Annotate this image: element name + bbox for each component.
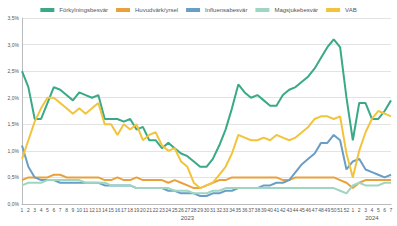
svg-text:4: 4 <box>40 207 43 213</box>
svg-text:Influensabesvär: Influensabesvär <box>205 7 247 13</box>
svg-text:34: 34 <box>229 207 235 213</box>
svg-text:15: 15 <box>108 207 114 213</box>
svg-text:3: 3 <box>33 207 36 213</box>
svg-text:29: 29 <box>197 207 203 213</box>
svg-text:2,5%: 2,5% <box>8 68 20 74</box>
svg-text:40: 40 <box>267 207 273 213</box>
svg-text:37: 37 <box>248 207 254 213</box>
svg-text:24: 24 <box>166 207 172 213</box>
svg-text:30: 30 <box>204 207 210 213</box>
svg-text:18: 18 <box>127 207 133 213</box>
svg-text:1: 1 <box>351 207 354 213</box>
svg-text:0,5%: 0,5% <box>8 174 20 180</box>
svg-text:32: 32 <box>216 207 222 213</box>
svg-text:17: 17 <box>121 207 127 213</box>
svg-text:10: 10 <box>76 207 82 213</box>
svg-text:5: 5 <box>46 207 49 213</box>
svg-text:11: 11 <box>83 207 88 213</box>
svg-text:1,0%: 1,0% <box>8 148 20 154</box>
svg-text:38: 38 <box>255 207 261 213</box>
svg-text:44: 44 <box>293 207 299 213</box>
svg-text:Magsjukebesvär: Magsjukebesvär <box>274 7 318 13</box>
svg-text:VAB: VAB <box>345 7 357 13</box>
svg-text:7: 7 <box>390 207 393 213</box>
svg-text:27: 27 <box>185 207 191 213</box>
svg-text:20: 20 <box>140 207 146 213</box>
svg-text:7: 7 <box>59 207 62 213</box>
svg-text:16: 16 <box>115 207 121 213</box>
svg-text:9: 9 <box>72 207 75 213</box>
svg-text:1: 1 <box>21 207 24 213</box>
svg-text:39: 39 <box>261 207 267 213</box>
svg-text:3,5%: 3,5% <box>8 15 20 21</box>
svg-text:3,0%: 3,0% <box>8 42 20 48</box>
svg-text:33: 33 <box>223 207 229 213</box>
svg-text:23: 23 <box>159 207 165 213</box>
svg-text:22: 22 <box>153 207 159 213</box>
svg-text:2024: 2024 <box>365 215 379 221</box>
svg-text:0,0%: 0,0% <box>8 201 20 207</box>
svg-text:3: 3 <box>364 207 367 213</box>
svg-text:2,0%: 2,0% <box>8 95 20 101</box>
svg-text:31: 31 <box>210 207 216 213</box>
svg-text:51: 51 <box>337 207 343 213</box>
svg-text:2023: 2023 <box>181 215 195 221</box>
svg-text:21: 21 <box>146 207 152 213</box>
svg-text:46: 46 <box>306 207 312 213</box>
svg-text:19: 19 <box>134 207 140 213</box>
svg-text:36: 36 <box>242 207 248 213</box>
svg-text:4: 4 <box>371 207 374 213</box>
svg-text:26: 26 <box>178 207 184 213</box>
svg-text:1,5%: 1,5% <box>8 121 20 127</box>
svg-text:35: 35 <box>236 207 242 213</box>
svg-text:45: 45 <box>299 207 305 213</box>
svg-text:41: 41 <box>274 207 280 213</box>
svg-text:Huvudvärk/yrsel: Huvudvärk/yrsel <box>135 7 178 13</box>
svg-text:13: 13 <box>96 207 102 213</box>
svg-text:2: 2 <box>27 207 30 213</box>
svg-text:8: 8 <box>65 207 68 213</box>
svg-text:2: 2 <box>358 207 361 213</box>
svg-text:47: 47 <box>312 207 318 213</box>
svg-text:5: 5 <box>377 207 380 213</box>
svg-text:6: 6 <box>383 207 386 213</box>
svg-text:50: 50 <box>331 207 337 213</box>
svg-text:28: 28 <box>191 207 197 213</box>
svg-text:25: 25 <box>172 207 178 213</box>
svg-text:52: 52 <box>344 207 350 213</box>
svg-text:48: 48 <box>318 207 324 213</box>
svg-text:12: 12 <box>89 207 95 213</box>
svg-text:49: 49 <box>325 207 331 213</box>
svg-text:42: 42 <box>280 207 286 213</box>
svg-text:14: 14 <box>102 207 108 213</box>
svg-text:6: 6 <box>52 207 55 213</box>
svg-text:Förkylningsbesvär: Förkylningsbesvär <box>59 7 108 13</box>
svg-text:43: 43 <box>286 207 292 213</box>
